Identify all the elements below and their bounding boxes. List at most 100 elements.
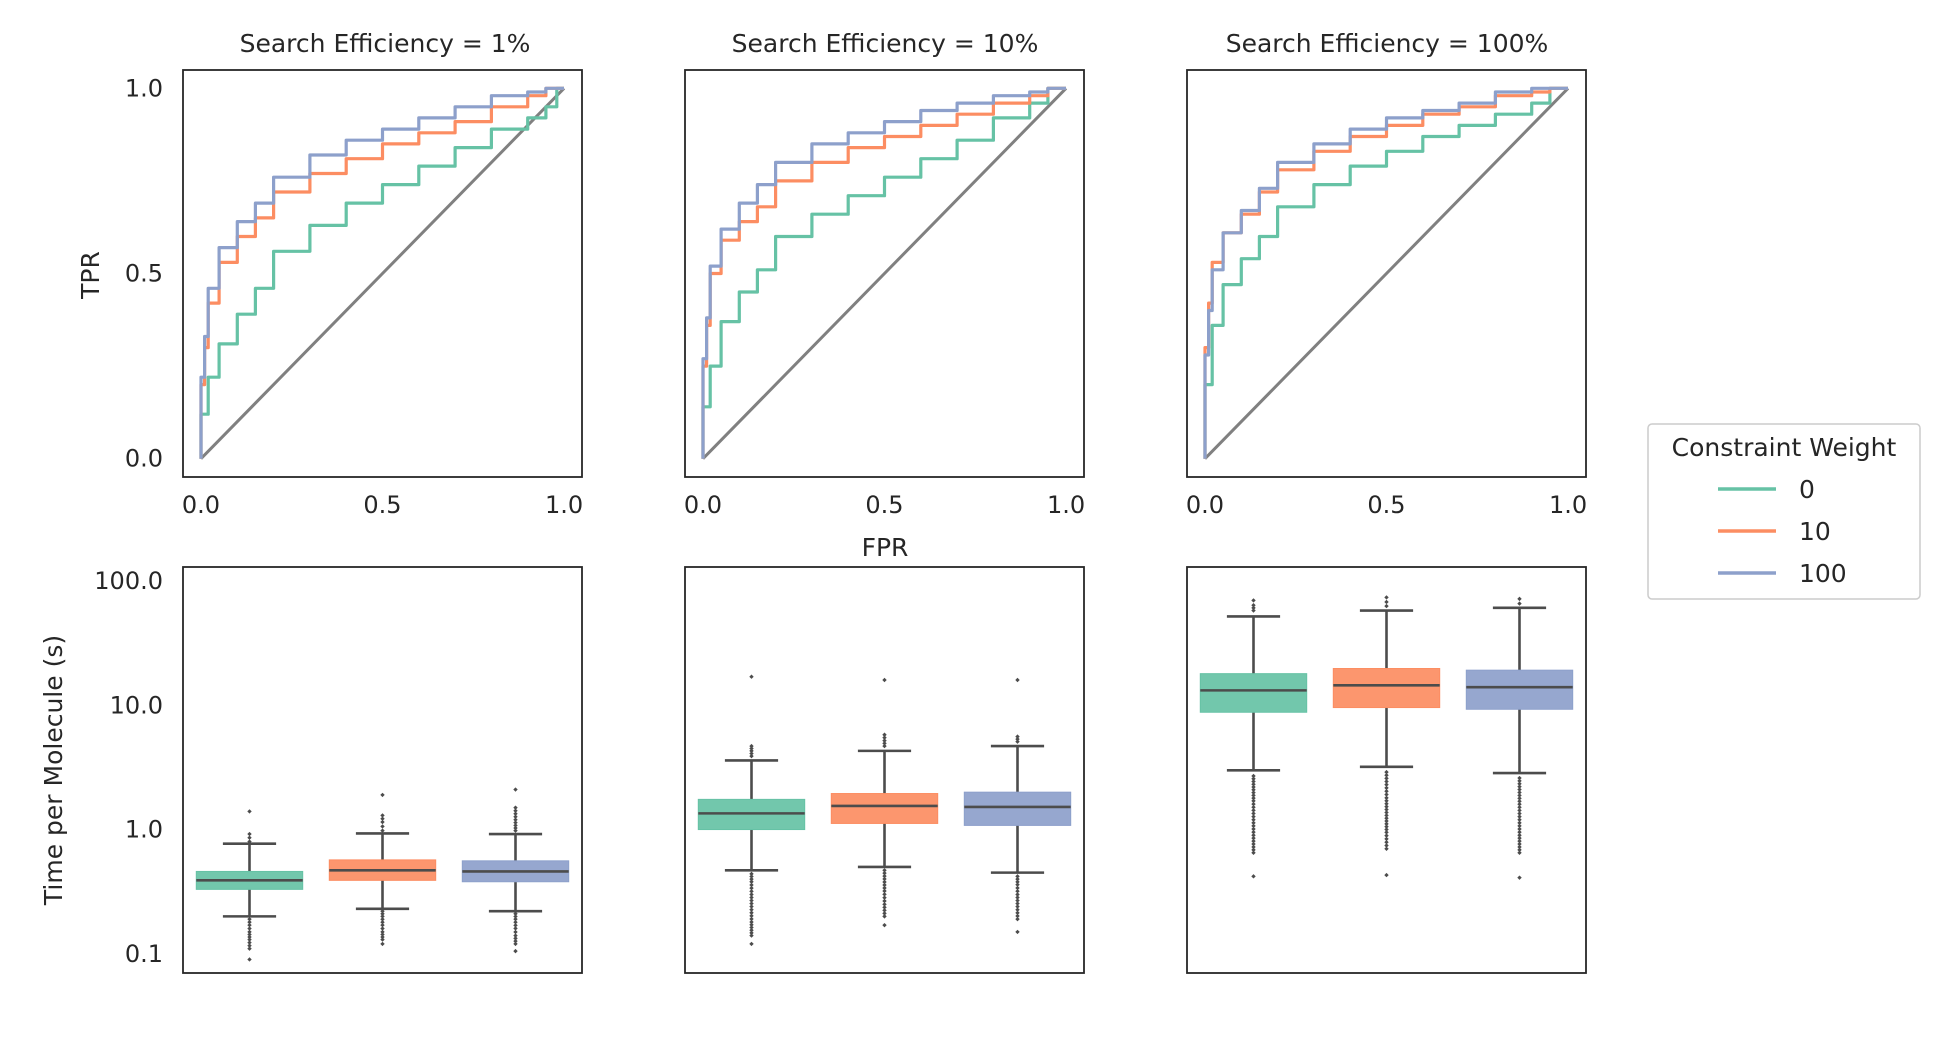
legend-label-0: 0 [1799,475,1815,504]
outlier-point [1251,804,1256,810]
outlier-point [1517,805,1522,810]
outlier-point [749,871,754,877]
outlier-point [1384,785,1389,791]
outlier-point [513,817,518,822]
outlier-point [1015,876,1020,882]
outlier-point [882,908,887,913]
outlier-point [749,751,754,756]
outlier-point [749,941,754,947]
outlier-point [1251,835,1256,841]
outlier-point [380,911,385,917]
y-tick-label: 1.0 [125,74,163,102]
outlier-point [1384,833,1389,838]
outlier-point [1384,818,1389,824]
outlier-point [380,922,385,928]
outlier-point [1517,829,1522,835]
outlier-point [882,895,887,900]
outlier-point [882,879,887,885]
axes-frame [684,566,1085,974]
box-body [1332,668,1441,709]
outlier-point [1517,826,1522,832]
outlier-point [1517,875,1522,880]
outlier-point [513,929,518,935]
outlier-point [380,914,385,919]
outlier-point [1015,901,1020,906]
outlier-point [749,916,754,922]
outlier-point [513,923,518,928]
outlier-point [1015,739,1020,744]
box-body [1199,673,1308,713]
y-axis-label-time: Time per Molecule (s) [39,635,68,906]
outlier-point [1384,843,1389,848]
outlier-point [247,943,252,948]
outlier-point [380,917,385,922]
outlier-point [1517,781,1522,786]
outlier-point [882,738,887,743]
outlier-point [882,868,887,873]
outlier-point [749,885,754,891]
outlier-point [1517,823,1522,829]
outlier-point [1251,833,1256,838]
outlier-point [513,811,518,816]
outlier-point [1384,795,1389,801]
outlier-point [1251,801,1256,807]
outlier-point [749,876,754,882]
outlier-point [513,938,518,944]
chance-diagonal [1203,87,1570,460]
outlier-point [1384,836,1389,842]
outlier-point [247,929,252,935]
roc-series-100 [1203,86,1568,459]
outlier-point [1251,790,1256,795]
y-tick-label: 1.0 [125,816,163,844]
outlier-point [1517,790,1522,795]
outlier-point [1517,820,1522,826]
outlier-point [380,934,385,940]
outlier-point [1517,596,1522,602]
outlier-point [749,907,754,912]
outlier-point [1384,801,1389,806]
outlier-point [1015,913,1020,919]
panel-3-title: Search Efficiency = 100% [1226,29,1549,58]
outlier-point [882,882,887,888]
outlier-point [1517,796,1522,801]
outlier-point [513,823,518,828]
outlier-point [1517,601,1522,606]
outlier-point [247,940,252,945]
outlier-point [749,746,754,751]
box-0 [697,674,806,947]
box-100 [963,677,1072,935]
outlier-point [1384,603,1389,609]
x-tick-label: 1.0 [1549,491,1587,519]
axes-frame [182,566,583,974]
outlier-point [1015,929,1020,935]
outlier-point [513,814,518,819]
x-tick-label: 0.0 [182,491,220,519]
roc-plot-1: 0.0 0.5 1.0 0.0 0.5 1.0 [125,69,583,519]
legend-frame [1647,423,1921,600]
outlier-point [380,819,385,825]
outlier-point [1517,787,1522,792]
outlier-point [1251,795,1256,801]
outlier-point [513,808,518,813]
outlier-point [513,787,518,792]
x-axis-label-fpr: FPR [862,533,909,562]
outlier-point [380,816,385,821]
outlier-point [1517,793,1522,798]
outlier-point [513,828,518,833]
outlier-point [1251,782,1256,787]
outlier-point [749,879,754,884]
outlier-point [1517,844,1522,850]
outlier-point [1251,838,1256,844]
outlier-point [1251,603,1256,608]
outlier-point [882,741,887,746]
outlier-point [1251,598,1256,603]
box-body [963,791,1072,826]
outlier-point [1251,608,1256,613]
outlier-point [749,930,754,936]
y-tick-label: 0.0 [125,445,163,473]
outlier-point [749,910,754,915]
outlier-point [749,898,754,903]
outlier-point [1015,898,1020,903]
outlier-point [1015,892,1020,897]
outlier-point [882,876,887,882]
